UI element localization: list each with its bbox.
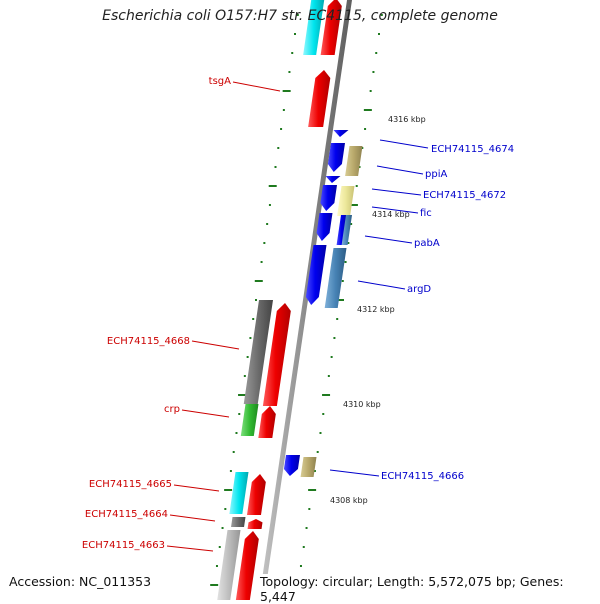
blue-feature[interactable]: [320, 185, 337, 211]
genome-backbone: [259, 0, 352, 600]
leader-line-ECH74115_4672: [371, 188, 422, 196]
argD-feature[interactable]: [324, 248, 347, 308]
cyan-feature[interactable]: [303, 0, 325, 55]
ECH74115_4664-feature[interactable]: [247, 519, 263, 529]
ruler-labels: 4316 kbp 4314 kbp 4312 kbp 4310 kbp 4308…: [330, 115, 426, 505]
gene-label-ECH74115_4668[interactable]: ECH74115_4668: [107, 336, 190, 347]
gene-features: [217, 0, 363, 600]
gene-label-ppiA[interactable]: ppiA: [425, 169, 447, 180]
red-feature[interactable]: [262, 303, 291, 406]
leader-line-ECH74115_4665: [173, 484, 220, 492]
ruler-label: 4308 kbp: [330, 496, 368, 505]
accession-text: Accession: NC_011353: [9, 574, 152, 589]
pabA-feature[interactable]: [341, 215, 352, 245]
gene-label-tsgA[interactable]: tsgA: [209, 76, 231, 87]
blue-feature[interactable]: [327, 143, 345, 172]
leader-line-ECH74115_4666: [329, 469, 380, 477]
leader-line-fic: [371, 206, 419, 214]
ECH74115_4666-feature[interactable]: [300, 457, 317, 477]
leader-line-ECH74115_4663: [166, 545, 214, 552]
ruler-label: 4312 kbp: [357, 305, 395, 314]
gene-label-pabA[interactable]: pabA: [414, 238, 440, 249]
crp-feature[interactable]: [258, 406, 276, 438]
ECH74115_4664-feature[interactable]: [231, 517, 246, 527]
gene-label-fic[interactable]: fic: [420, 208, 432, 219]
gene-label-crp[interactable]: crp: [164, 404, 180, 415]
leader-line-pabA: [364, 235, 413, 244]
pabA-feature[interactable]: [316, 213, 333, 241]
crp-feature[interactable]: [240, 404, 259, 436]
fic-feature[interactable]: [337, 186, 355, 216]
gene-leader-lines: [166, 81, 429, 552]
tsgA-feature[interactable]: [308, 70, 331, 127]
gene-label-ECH74115_4672[interactable]: ECH74115_4672: [423, 190, 506, 201]
ppiA-feature[interactable]: [345, 146, 363, 176]
leader-line-tsgA: [232, 81, 281, 92]
leader-line-crp: [181, 409, 230, 418]
topology-text: Topology: circular; Length: 5,572,075 bp…: [258, 574, 600, 604]
leader-line-ECH74115_4668: [191, 340, 240, 350]
ruler-label: 4314 kbp: [372, 210, 410, 219]
ruler-left-ticks: [210, 14, 299, 586]
gene-label-argD[interactable]: argD: [407, 284, 431, 295]
gene-labels: tsgA ECH74115_4674 ppiA ECH74115_4672 fi…: [82, 76, 514, 551]
leader-line-ppiA: [376, 165, 424, 175]
argD-feature[interactable]: [305, 245, 327, 305]
blue-feature[interactable]: [283, 455, 300, 476]
ECH74115_4663-feature[interactable]: [235, 531, 259, 600]
ruler-right-ticks: [297, 14, 383, 586]
leader-line-argD: [357, 280, 406, 290]
gene-label-ECH74115_4663[interactable]: ECH74115_4663: [82, 540, 165, 551]
red-feature[interactable]: [246, 474, 266, 515]
gene-label-ECH74115_4674[interactable]: ECH74115_4674: [431, 144, 514, 155]
blue-feature[interactable]: [336, 215, 347, 245]
ECH74115_4663-feature[interactable]: [217, 530, 241, 600]
gene-label-ECH74115_4665[interactable]: ECH74115_4665: [89, 479, 172, 490]
ruler-label: 4316 kbp: [388, 115, 426, 124]
ECH74115_4668-feature[interactable]: [243, 300, 273, 404]
gene-label-ECH74115_4664[interactable]: ECH74115_4664: [85, 509, 168, 520]
ruler-label: 4310 kbp: [343, 400, 381, 409]
leader-line-ECH74115_4674: [379, 139, 429, 149]
ECH74115_4672-feature[interactable]: [325, 176, 341, 183]
ECH74115_4665-feature[interactable]: [229, 472, 249, 514]
leader-line-ECH74115_4664: [169, 514, 216, 522]
ECH74115_4674-feature[interactable]: [333, 130, 349, 137]
genome-title: Escherichia coli O157:H7 str. EC4115, co…: [102, 8, 498, 24]
red-feature[interactable]: [320, 0, 342, 55]
gene-label-ECH74115_4666[interactable]: ECH74115_4666: [381, 471, 464, 482]
